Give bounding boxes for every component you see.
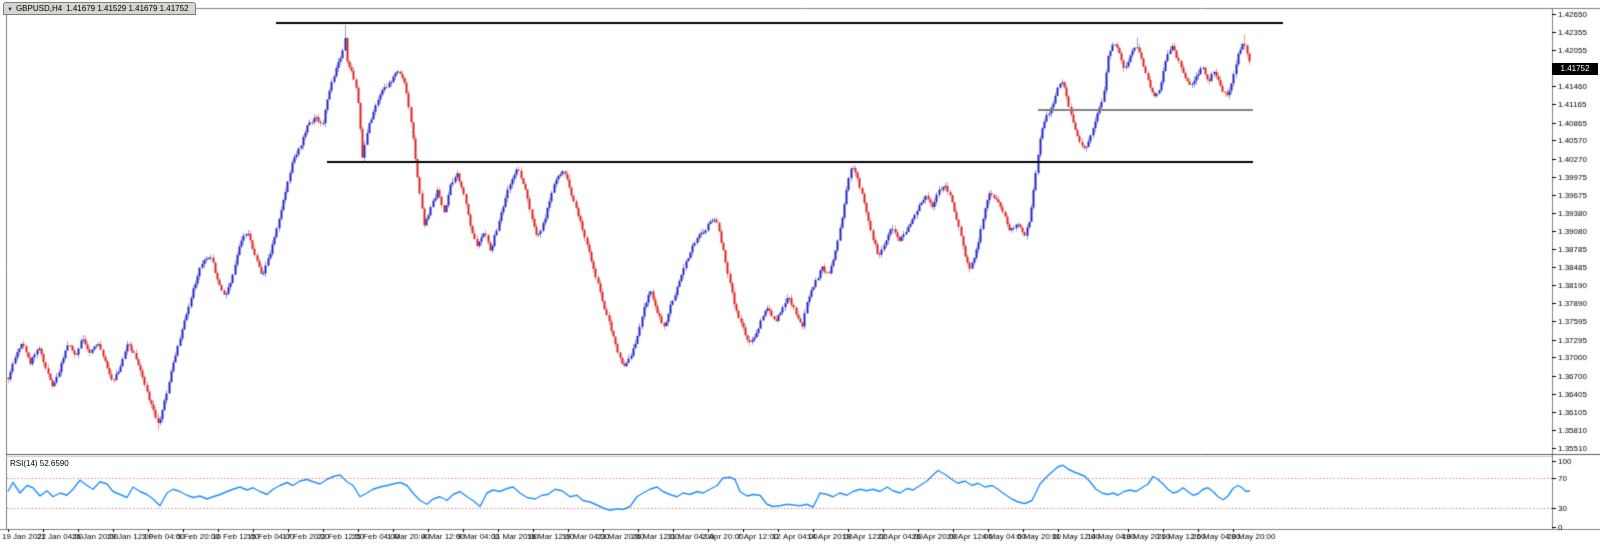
- rsi-indicator-label: RSI(14) 52.6590: [10, 459, 69, 468]
- symbol-tab[interactable]: ▼ GBPUSD,H4 1.41679 1.41529 1.41679 1.4175…: [3, 2, 196, 15]
- chevron-down-icon: ▼: [7, 7, 13, 13]
- symbol-name: GBPUSD,H4: [15, 4, 63, 13]
- symbol-ohlc-values: 1.41679 1.41529 1.41679 1.41752: [66, 4, 189, 13]
- current-price-tag: 1.41752: [1552, 63, 1598, 75]
